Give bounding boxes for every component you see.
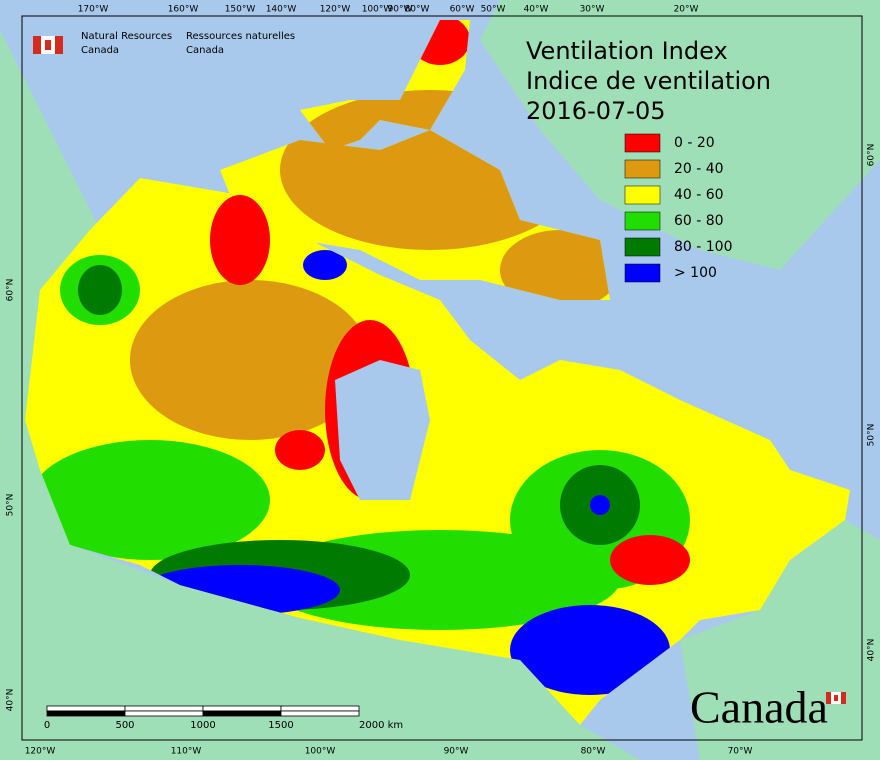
lat-label: 60°N <box>867 144 877 167</box>
lat-label: 50°N <box>6 494 16 517</box>
legend-label: > 100 <box>674 265 717 281</box>
legend-swatch <box>624 211 661 231</box>
agency-fr: Ressources naturelles <box>186 31 295 42</box>
greenland <box>480 0 880 270</box>
lat-label: 40°N <box>6 689 16 712</box>
scale-label: 1000 <box>190 720 215 731</box>
lon-label: 120°W <box>320 5 351 15</box>
wordmark: Canada <box>690 682 828 733</box>
hudson-bay <box>335 360 430 500</box>
lon-label: 150°W <box>225 5 256 15</box>
lon-label: 60°W <box>450 5 475 15</box>
legend-label: 40 - 60 <box>674 187 724 203</box>
legend-label: 0 - 20 <box>674 135 715 151</box>
nrcan-flag <box>33 36 63 54</box>
lon-label: 70°W <box>728 747 753 757</box>
lon-label: 20°W <box>674 5 699 15</box>
scale-segment <box>280 705 360 712</box>
legend-swatch <box>624 237 661 257</box>
lon-label: 90°W <box>388 5 413 15</box>
lon-label: 160°W <box>168 5 199 15</box>
legend-label: 60 - 80 <box>674 213 724 229</box>
legend-swatch <box>624 263 661 283</box>
scale-segment <box>46 710 126 717</box>
agency-en: Natural Resources <box>81 31 172 42</box>
scale-label: 2000 km <box>359 720 403 731</box>
lon-label: 80°W <box>405 5 430 15</box>
legend-label: 80 - 100 <box>674 239 733 255</box>
scale-label: 500 <box>115 720 134 731</box>
scale-label: 0 <box>44 720 50 731</box>
agency-fr: Canada <box>186 45 224 56</box>
lat-label: 60°N <box>6 279 16 302</box>
lon-label: 110°W <box>171 747 202 757</box>
scale-label: 1500 <box>268 720 293 731</box>
lon-label: 50°W <box>481 5 506 15</box>
legend-swatch <box>624 159 661 179</box>
agency-en: Canada <box>81 45 119 56</box>
lon-label: 120°W <box>25 747 56 757</box>
title: Indice de ventilation <box>526 67 771 95</box>
legend-label: 20 - 40 <box>674 161 724 177</box>
scale-segment <box>202 710 282 717</box>
map-frame <box>21 15 863 741</box>
legend-swatch <box>624 133 661 153</box>
lon-label: 170°W <box>78 5 109 15</box>
foreign-land <box>0 30 640 760</box>
date: 2016-07-05 <box>526 97 665 125</box>
canada-flag <box>826 692 846 704</box>
lon-label: 40°W <box>524 5 549 15</box>
lon-label: 100°W <box>362 5 393 15</box>
scale-segment <box>46 705 126 712</box>
lon-label: 100°W <box>305 747 336 757</box>
lon-label: 80°W <box>581 747 606 757</box>
title: Ventilation Index <box>526 37 728 65</box>
lon-label: 30°W <box>580 5 605 15</box>
legend-swatch <box>624 185 661 205</box>
lon-label: 140°W <box>266 5 297 15</box>
lat-label: 40°N <box>867 639 877 662</box>
scale-segment <box>280 710 360 717</box>
lat-label: 50°N <box>867 424 877 447</box>
lon-label: 90°W <box>444 747 469 757</box>
scale-segment <box>124 705 204 712</box>
scale-segment <box>124 710 204 717</box>
scale-segment <box>202 705 282 712</box>
